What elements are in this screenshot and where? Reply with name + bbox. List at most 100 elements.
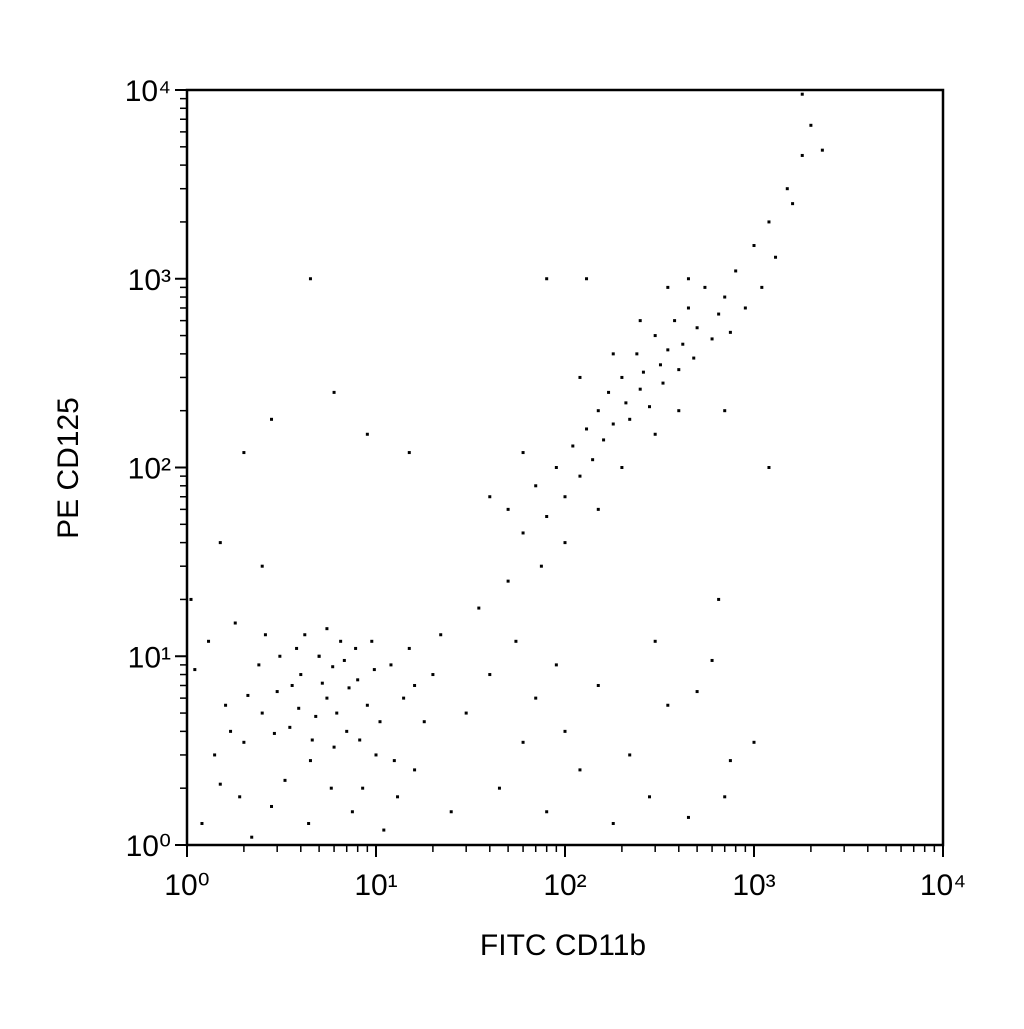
point xyxy=(717,312,721,316)
point xyxy=(620,375,624,379)
point xyxy=(545,515,549,519)
x-tick-label: 10¹ xyxy=(354,869,397,902)
point xyxy=(372,668,376,672)
point xyxy=(638,319,642,323)
point xyxy=(374,753,378,757)
point xyxy=(497,786,501,790)
point xyxy=(488,673,492,677)
point xyxy=(774,255,778,259)
point xyxy=(686,277,690,281)
point xyxy=(800,92,804,96)
point xyxy=(299,673,303,677)
point xyxy=(534,484,538,488)
point xyxy=(677,409,681,413)
point xyxy=(207,639,211,643)
point xyxy=(356,678,360,682)
point xyxy=(666,285,670,289)
point xyxy=(396,795,400,799)
point xyxy=(611,422,615,426)
point xyxy=(695,326,699,330)
point xyxy=(728,330,732,334)
point xyxy=(270,417,274,421)
point xyxy=(666,703,670,707)
point xyxy=(710,337,714,341)
point xyxy=(257,663,261,667)
point xyxy=(229,729,233,733)
point xyxy=(218,541,222,545)
point xyxy=(270,804,274,808)
point xyxy=(354,646,358,650)
point xyxy=(246,693,250,697)
point xyxy=(275,690,279,694)
point xyxy=(297,706,301,710)
point xyxy=(620,466,624,469)
point xyxy=(506,579,510,583)
point xyxy=(800,153,804,157)
point xyxy=(692,356,696,360)
point xyxy=(290,683,294,687)
point xyxy=(666,348,670,352)
point xyxy=(238,795,242,799)
point xyxy=(578,375,582,379)
point xyxy=(317,654,321,658)
y-tick-label: 10³ xyxy=(128,264,171,297)
point xyxy=(571,444,575,448)
point xyxy=(350,810,354,814)
point xyxy=(723,295,727,299)
point xyxy=(370,639,374,643)
point xyxy=(653,639,657,643)
point xyxy=(272,731,276,735)
point xyxy=(407,646,411,650)
point xyxy=(710,658,714,662)
point xyxy=(329,786,333,790)
point xyxy=(611,352,615,356)
point xyxy=(578,768,582,772)
x-axis-label: FITC CD11b xyxy=(480,929,646,962)
point xyxy=(310,738,314,742)
point xyxy=(717,597,721,601)
point xyxy=(263,633,267,637)
point xyxy=(250,835,254,839)
point xyxy=(521,740,525,744)
point xyxy=(389,663,393,667)
y-tick-label: 10⁴ xyxy=(125,75,171,108)
y-tick-label: 10⁰ xyxy=(126,830,171,863)
point xyxy=(189,597,193,601)
point xyxy=(585,277,589,281)
point xyxy=(681,342,685,346)
point xyxy=(347,686,351,690)
point xyxy=(477,606,481,610)
x-tick-label: 10² xyxy=(543,869,586,902)
point xyxy=(200,821,204,825)
point xyxy=(611,821,615,825)
point xyxy=(345,729,349,733)
point xyxy=(224,703,228,707)
point xyxy=(506,507,510,511)
point xyxy=(392,759,396,763)
point xyxy=(628,753,632,757)
y-tick-label: 10² xyxy=(128,453,171,486)
point xyxy=(591,458,595,462)
point xyxy=(402,696,406,700)
point xyxy=(809,123,813,127)
point xyxy=(723,409,727,413)
point xyxy=(332,390,336,394)
point xyxy=(521,531,525,535)
x-tick-label: 10⁰ xyxy=(164,869,209,902)
point xyxy=(534,696,538,700)
point xyxy=(431,673,435,677)
point xyxy=(554,466,558,469)
point xyxy=(638,387,642,391)
point xyxy=(624,401,628,405)
point xyxy=(464,711,468,715)
point xyxy=(320,681,324,685)
point xyxy=(382,828,386,832)
point xyxy=(539,564,543,568)
point xyxy=(335,711,339,715)
point xyxy=(365,703,369,707)
x-tick-label: 10³ xyxy=(732,869,775,902)
point xyxy=(653,432,657,436)
point xyxy=(514,639,518,643)
point xyxy=(635,352,639,356)
point xyxy=(686,306,690,310)
